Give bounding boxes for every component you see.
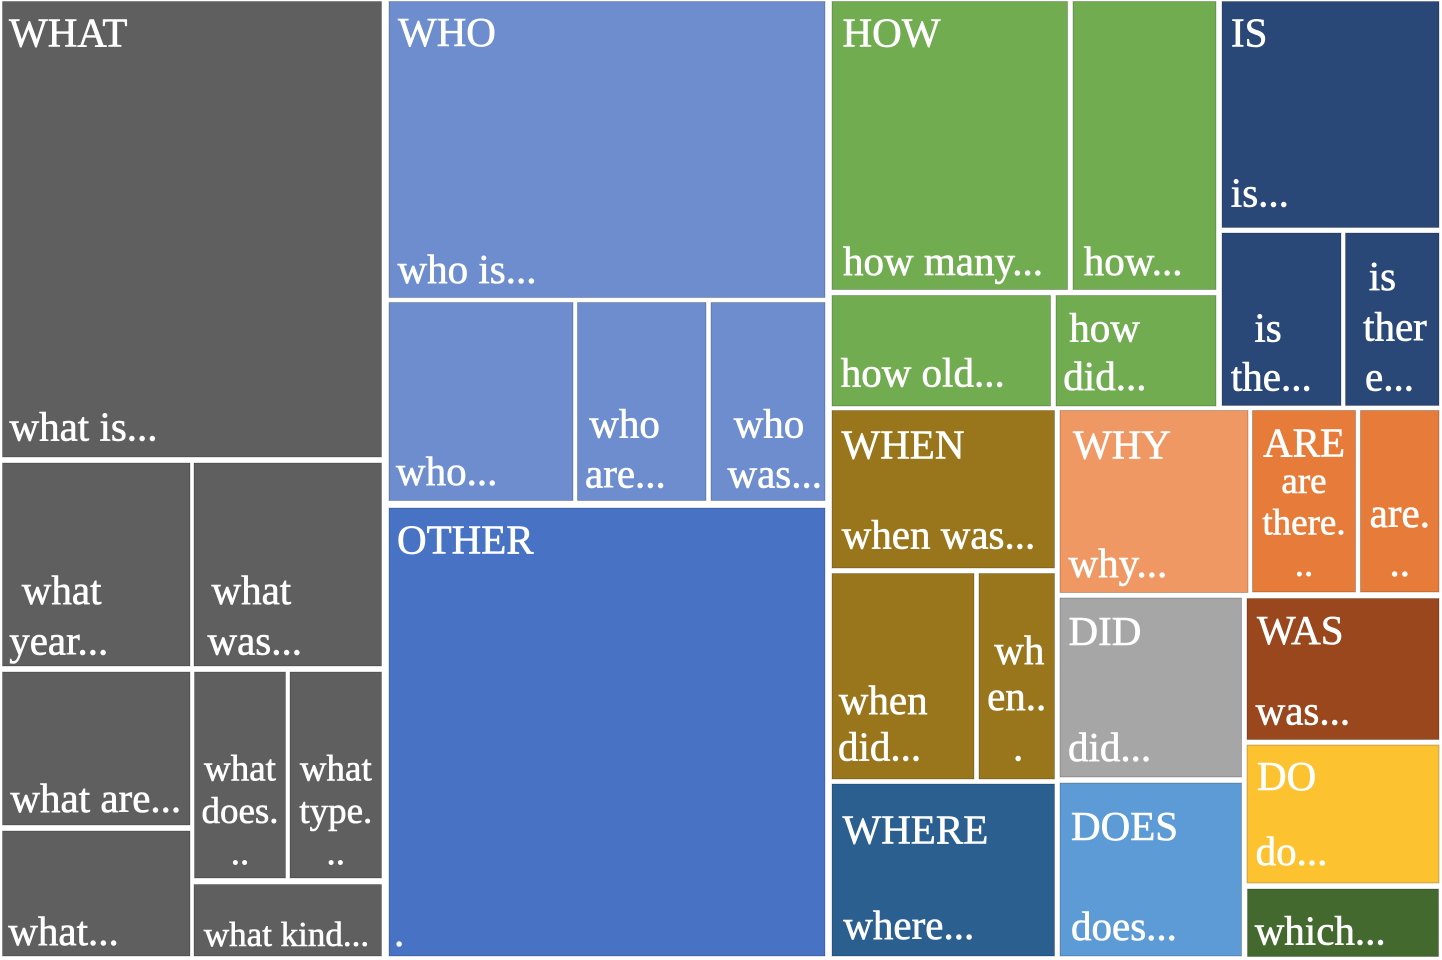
svg-text:what is...: what is...	[10, 404, 158, 450]
svg-text:who is...: who is...	[398, 246, 537, 292]
svg-text:WAS: WAS	[1257, 607, 1344, 653]
svg-text:are...: are...	[585, 450, 666, 496]
svg-text:WHO: WHO	[398, 9, 496, 55]
svg-text:was...: was...	[728, 450, 823, 496]
svg-text:which...: which...	[1255, 907, 1386, 953]
svg-text:DO: DO	[1257, 753, 1316, 799]
svg-text:who: who	[734, 400, 805, 446]
svg-text:what: what	[300, 748, 373, 789]
svg-text:DOES: DOES	[1071, 803, 1178, 849]
svg-text:year...: year...	[9, 617, 108, 663]
svg-text:WHY: WHY	[1073, 422, 1171, 468]
svg-text:..: ..	[1295, 544, 1314, 585]
svg-text:.: .	[394, 909, 404, 955]
svg-text:what kind...: what kind...	[204, 915, 369, 954]
svg-text:what: what	[204, 748, 277, 789]
svg-text:type.: type.	[299, 791, 372, 832]
svg-text:.: .	[1013, 723, 1023, 769]
svg-text:..: ..	[231, 833, 250, 874]
svg-text:what are...: what are...	[10, 775, 181, 821]
svg-text:when was...: when was...	[842, 511, 1036, 557]
svg-text:what: what	[212, 567, 292, 613]
svg-text:the...: the...	[1231, 353, 1312, 399]
svg-text:did...: did...	[1068, 724, 1151, 770]
svg-text:WHEN: WHEN	[842, 422, 965, 468]
svg-text:IS: IS	[1231, 10, 1267, 56]
svg-text:ARE: ARE	[1263, 420, 1345, 466]
svg-text:why...: why...	[1069, 540, 1168, 586]
svg-text:was...: was...	[1256, 688, 1351, 734]
svg-text:who: who	[589, 400, 660, 446]
svg-text:en..: en..	[987, 673, 1046, 719]
svg-text:do...: do...	[1256, 828, 1328, 874]
svg-text:how: how	[1069, 305, 1140, 351]
svg-text:how many...: how many...	[843, 238, 1043, 284]
svg-text:..: ..	[1390, 539, 1411, 585]
svg-text:are: are	[1281, 461, 1326, 502]
svg-text:who...: who...	[396, 448, 497, 494]
svg-text:ther: ther	[1363, 304, 1427, 350]
svg-text:when: when	[839, 677, 928, 723]
svg-text:does.: does.	[201, 791, 278, 832]
svg-text:what: what	[22, 567, 102, 613]
svg-text:wh: wh	[994, 627, 1044, 673]
svg-text:is: is	[1254, 305, 1281, 351]
svg-text:did...: did...	[838, 723, 921, 769]
svg-text:there.: there.	[1262, 503, 1345, 544]
svg-text:WHERE: WHERE	[843, 807, 989, 853]
svg-text:OTHER: OTHER	[397, 517, 534, 563]
svg-text:does...: does...	[1071, 903, 1177, 949]
svg-text:how...: how...	[1084, 238, 1183, 284]
svg-text:WHAT: WHAT	[9, 10, 127, 56]
svg-text:what...: what...	[8, 908, 118, 954]
svg-text:e...: e...	[1365, 353, 1414, 399]
svg-text:HOW: HOW	[843, 10, 941, 56]
svg-text:..: ..	[327, 833, 346, 874]
svg-text:was...: was...	[208, 617, 303, 663]
svg-text:is...: is...	[1231, 169, 1289, 215]
svg-text:did...: did...	[1063, 353, 1146, 399]
svg-text:where...: where...	[843, 902, 974, 948]
svg-text:is: is	[1369, 253, 1396, 299]
svg-text:DID: DID	[1069, 608, 1142, 654]
svg-text:are.: are.	[1370, 490, 1430, 536]
svg-text:how old...: how old...	[841, 350, 1005, 396]
